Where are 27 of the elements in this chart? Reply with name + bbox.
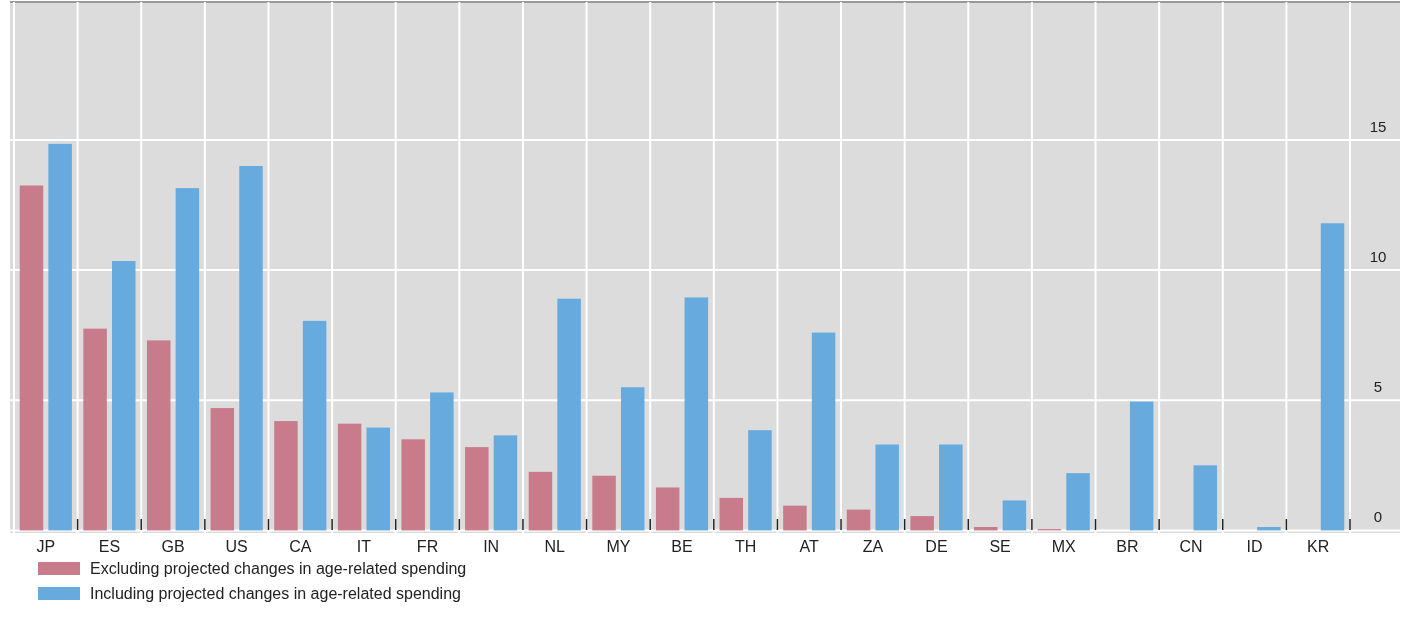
y-tick-label: 15 — [1369, 117, 1387, 135]
x-tick-label: DE — [925, 538, 948, 555]
x-tick-label: TH — [734, 538, 757, 555]
x-tick-label: JP — [36, 538, 56, 555]
x-tick-label: FR — [416, 538, 439, 555]
x-tick-label: ZA — [862, 538, 884, 555]
y-tick-label: 0 — [1373, 508, 1383, 526]
x-tick-label: GB — [161, 538, 185, 555]
legend-label: Excluding projected changes in age-related spending — [90, 560, 467, 577]
x-tick-label: ES — [98, 538, 121, 555]
x-tick-label: AT — [799, 538, 820, 555]
x-tick-label: CN — [1179, 538, 1203, 555]
x-tick-label: NL — [544, 538, 566, 555]
x-tick-label: KR — [1307, 538, 1330, 555]
x-tick-label: SE — [989, 538, 1011, 555]
x-tick-label: IT — [356, 538, 372, 555]
x-tick-label: CA — [289, 538, 312, 555]
x-tick-label: BR — [1116, 538, 1139, 555]
x-tick-label: MY — [606, 538, 631, 555]
y-tick-label: 10 — [1369, 248, 1387, 266]
x-tick-label: BE — [671, 538, 693, 555]
x-tick-label: MX — [1051, 538, 1077, 555]
x-tick-label: ID — [1246, 538, 1263, 555]
legend-label: Including projected changes in age-related spending — [90, 585, 461, 602]
x-tick-label: US — [225, 538, 248, 555]
x-tick-label: IN — [483, 538, 500, 555]
y-tick-label: 5 — [1373, 378, 1383, 396]
